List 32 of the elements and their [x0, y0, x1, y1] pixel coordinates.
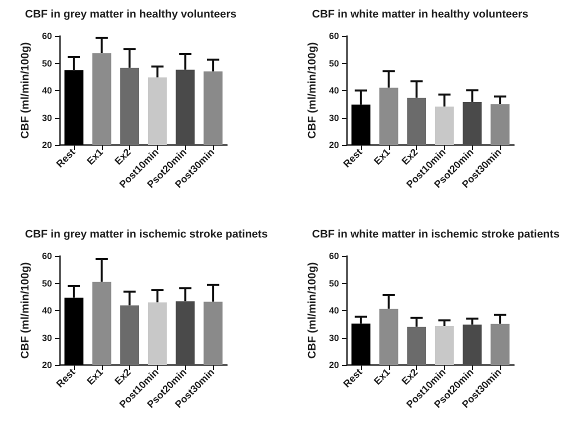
x-tick-label: Ex1: [85, 366, 106, 388]
y-tick-label: 60: [328, 31, 339, 41]
y-axis-title: CBF (ml/min/100g): [20, 262, 32, 359]
y-tick-label: 40: [42, 86, 52, 96]
y-tick-label: 30: [328, 112, 339, 123]
y-tick-label: 60: [328, 251, 339, 261]
y-tick-label: 60: [42, 31, 52, 41]
y-axis-title: CBF (ml/min/100g): [20, 42, 32, 139]
chart-title: CBF in grey matter in ischemic stroke patinets: [25, 228, 268, 240]
y-tick-label: 60: [42, 251, 52, 261]
y-tick-label: 30: [42, 112, 52, 123]
y-tick-label: 50: [42, 58, 52, 68]
x-tick-label: Ex1: [372, 366, 393, 388]
y-tick-label: 30: [328, 332, 339, 343]
chart-title: CBF in grey matter in healthy volunteers: [25, 8, 236, 20]
y-tick-label: 20: [42, 140, 52, 150]
y-axis-title: CBF (ml/min/100g): [306, 42, 319, 139]
y-tick-label: 40: [42, 306, 52, 316]
y-axis-title: CBF (ml/min/100g): [306, 262, 319, 359]
y-tick-label: 20: [42, 360, 52, 370]
x-tick-label: Ex1: [85, 146, 106, 168]
chart-title: CBF in white matter in healthy volunteers: [312, 8, 528, 20]
chart-title: CBF in white matter in ischemic stroke patients: [312, 228, 560, 240]
y-tick-label: 50: [328, 58, 339, 68]
y-tick-label: 50: [328, 278, 339, 288]
x-tick-label: Ex1: [372, 146, 393, 168]
y-tick-label: 20: [328, 140, 339, 150]
y-tick-label: 30: [42, 332, 52, 343]
y-tick-label: 50: [42, 278, 52, 288]
y-tick-label: 20: [328, 360, 339, 370]
y-tick-label: 40: [328, 306, 339, 316]
y-tick-label: 40: [328, 86, 339, 96]
